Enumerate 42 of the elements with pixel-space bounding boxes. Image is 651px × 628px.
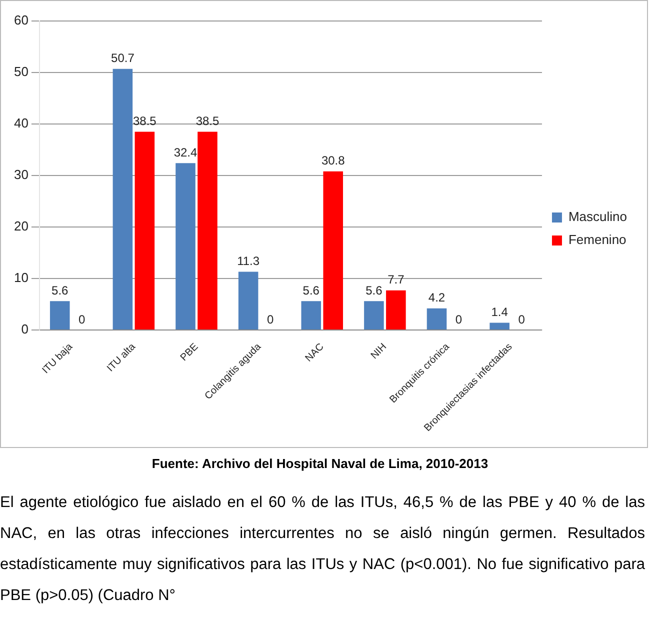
- data-label: 11.3: [237, 254, 260, 268]
- data-label: 32.4: [174, 145, 198, 160]
- data-label: 38.5: [196, 114, 220, 128]
- y-tick-label: 0: [21, 322, 28, 337]
- data-label: 7.7: [388, 272, 405, 287]
- y-tick-label: 50: [14, 64, 28, 80]
- bar: [50, 301, 70, 330]
- data-label: 5.6: [302, 283, 320, 298]
- bar: [301, 301, 322, 330]
- x-tick-label: ITU baja: [40, 341, 76, 376]
- x-tick-label: ITU alta: [105, 341, 138, 374]
- bar: [323, 171, 344, 330]
- data-label: 5.6: [366, 283, 383, 298]
- bar: [490, 322, 510, 330]
- x-tick-label: NIH: [369, 342, 390, 362]
- bar: [198, 132, 218, 330]
- data-label: 0: [266, 312, 274, 326]
- source-note: Fuente: Archivo del Hospital Naval de Lima, 2010-2013: [150, 456, 490, 471]
- bar: [134, 132, 155, 330]
- data-label: 5.6: [52, 283, 69, 298]
- legend-label: Masculino: [568, 209, 628, 224]
- y-tick-label: 20: [14, 218, 28, 234]
- bar: [238, 272, 258, 330]
- bar: [386, 290, 406, 330]
- data-label: 1.4: [491, 305, 508, 320]
- data-label: 30.8: [321, 154, 346, 168]
- bar: [176, 163, 196, 330]
- bar: [426, 308, 447, 330]
- data-label: 0: [78, 312, 86, 326]
- legend-label: Femenino: [568, 232, 626, 248]
- text: El agente etiológico fue aislado en el 60 % de las ITUs, 46,5 % de las PBE y 40 % de las NAC, en las otras infecciones intercurrentes no se aisló ningún germen. Resultados estadísticamente muy significativos para las ITUs y NAC (p<0.001). No fue significativo para PBE (p>0.05) (Cuadro N°: [0, 493, 645, 606]
- bar: [112, 68, 133, 330]
- data-label: 50.7: [111, 51, 135, 66]
- y-tick-label: 30: [14, 167, 28, 182]
- data-label: 0: [455, 312, 462, 326]
- y-tick-label: 10: [14, 270, 28, 286]
- data-label: 38.5: [132, 114, 157, 128]
- data-label: 0: [518, 312, 526, 326]
- data-label: 4.2: [428, 290, 446, 305]
- y-tick-label: 60: [14, 12, 28, 28]
- y-tick-label: 40: [14, 116, 28, 131]
- bar: [364, 301, 384, 330]
